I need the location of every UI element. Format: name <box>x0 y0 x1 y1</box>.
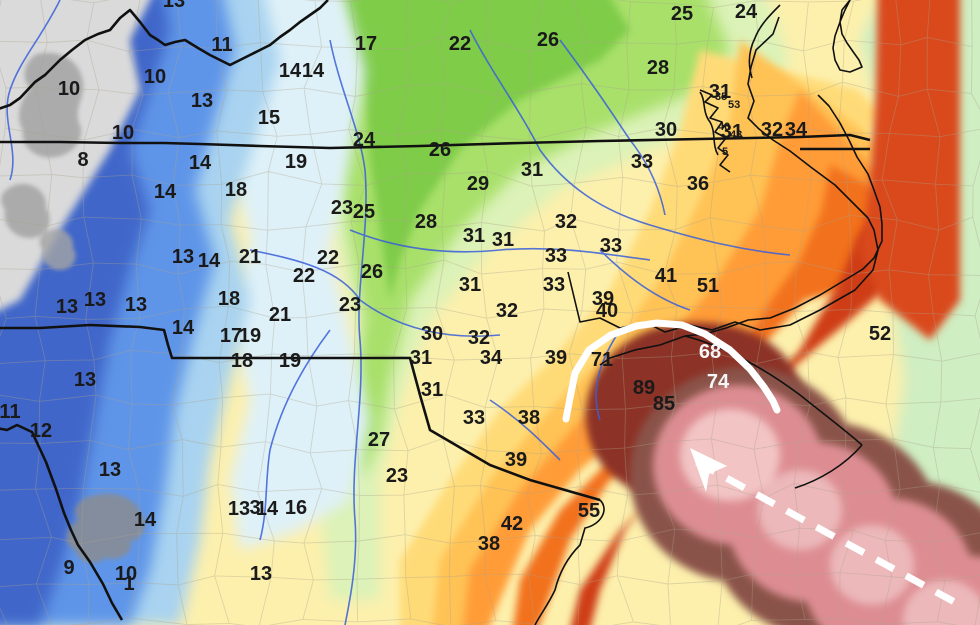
svg-text:5: 5 <box>722 146 728 158</box>
